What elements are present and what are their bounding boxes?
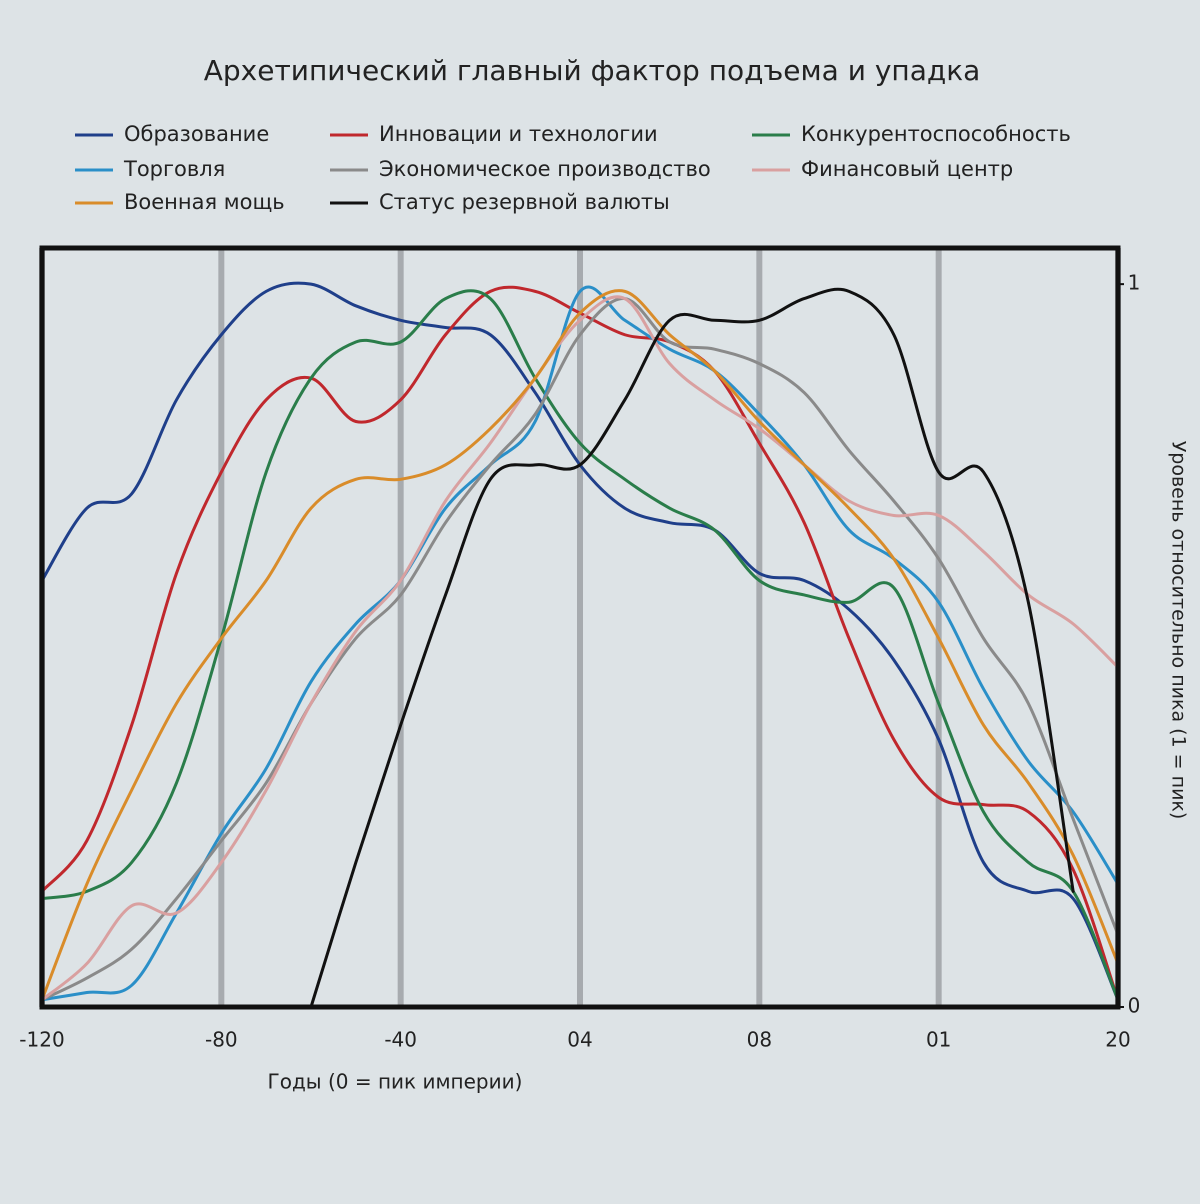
x-tick-label: 01 — [926, 1028, 951, 1052]
legend-label: Финансовый центр — [801, 157, 1013, 181]
x-tick-label: 08 — [747, 1028, 772, 1052]
legend-label: Статус резервной валюты — [379, 190, 670, 214]
series-line — [40, 285, 1120, 1002]
series-line — [309, 287, 1075, 1009]
plot-frame — [39, 245, 1121, 1010]
y-axis-label: Уровень относительно пика (1 = пик) — [1168, 441, 1190, 820]
chart-title: Архетипический главный фактор подъема и … — [204, 54, 981, 87]
legend-label: Инновации и технологии — [379, 122, 658, 146]
x-tick-label: -80 — [205, 1028, 238, 1052]
series-line — [40, 289, 1120, 1002]
legend-label: Образование — [124, 122, 269, 146]
x-tick-label: 20 — [1105, 1028, 1130, 1052]
legend-label: Конкурентоспособность — [801, 122, 1071, 146]
y-tick-label: 1 — [1128, 271, 1141, 295]
legend-label: Военная мощь — [124, 190, 285, 214]
x-axis-label: Годы (0 = пик империи) — [268, 1070, 523, 1094]
x-tick-label: -120 — [19, 1028, 64, 1052]
series-line — [40, 297, 1120, 1002]
x-tick-label: -40 — [384, 1028, 417, 1052]
legend-label: Торговля — [123, 157, 225, 181]
legend-label: Экономическое производство — [379, 157, 711, 181]
y-tick-label: 0 — [1128, 994, 1141, 1018]
x-tick-label: 04 — [567, 1028, 592, 1052]
series-line — [40, 289, 1120, 1002]
